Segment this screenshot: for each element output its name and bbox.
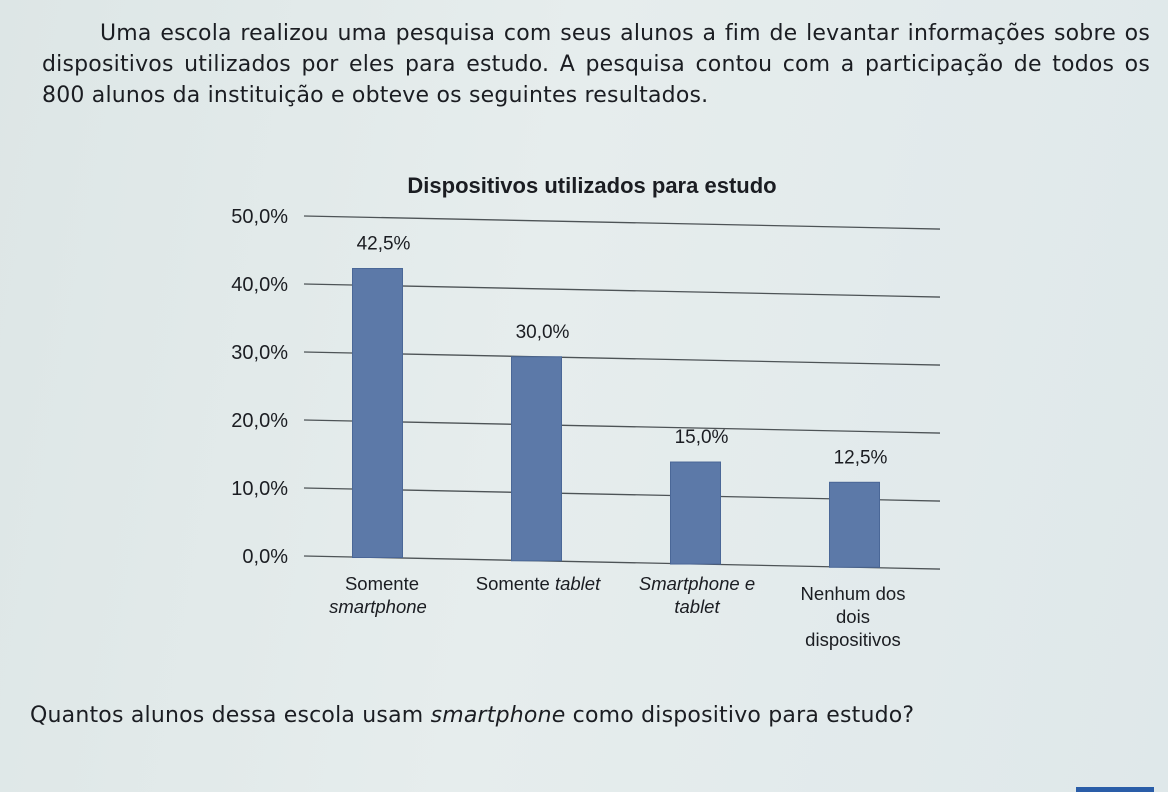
bar: [511, 356, 562, 562]
x-category-label-part: tablet: [555, 573, 601, 594]
question-text: Quantos alunos dessa escola usam smartph…: [30, 700, 914, 731]
y-tick-label: 10,0%: [231, 478, 288, 500]
gridline: [303, 215, 941, 230]
chart-title: Dispositivos utilizados para estudo: [407, 173, 776, 198]
data-label: 30,0%: [516, 322, 570, 343]
gridline: [303, 351, 941, 366]
question-emphasis: smartphone: [430, 703, 566, 728]
x-category-label-part: Somente: [476, 573, 555, 594]
y-tick-label: 30,0%: [231, 342, 288, 364]
x-category-label: smartphone: [329, 596, 427, 617]
y-tick-label: 50,0%: [231, 206, 288, 228]
question-after: como dispositivo para estudo?: [565, 703, 915, 728]
data-label: 15,0%: [675, 427, 729, 448]
x-category-label: Smartphone e: [639, 573, 755, 594]
intro-paragraph: Uma escola realizou uma pesquisa com seu…: [42, 21, 1150, 108]
bottom-accent-bar: [1076, 787, 1154, 792]
y-tick-label: 20,0%: [231, 410, 288, 432]
x-category-label: Nenhum dos: [801, 583, 906, 604]
data-label: 42,5%: [357, 234, 411, 255]
question-before: Quantos alunos dessa escola usam: [30, 703, 431, 728]
x-category-label: dispositivos: [805, 629, 901, 650]
y-tick-label: 40,0%: [231, 274, 288, 296]
gridline: [303, 283, 941, 298]
y-tick-label: 0,0%: [242, 546, 288, 568]
x-category-label: Somente: [345, 573, 419, 594]
x-category-label: tablet: [674, 596, 720, 617]
bar: [352, 268, 403, 559]
x-category-label: dois: [836, 606, 870, 627]
bar: [670, 461, 721, 565]
data-label: 12,5%: [834, 447, 888, 468]
bar: [829, 481, 880, 568]
gridline: [303, 419, 941, 434]
x-category-label: Somente tablet: [476, 573, 601, 594]
